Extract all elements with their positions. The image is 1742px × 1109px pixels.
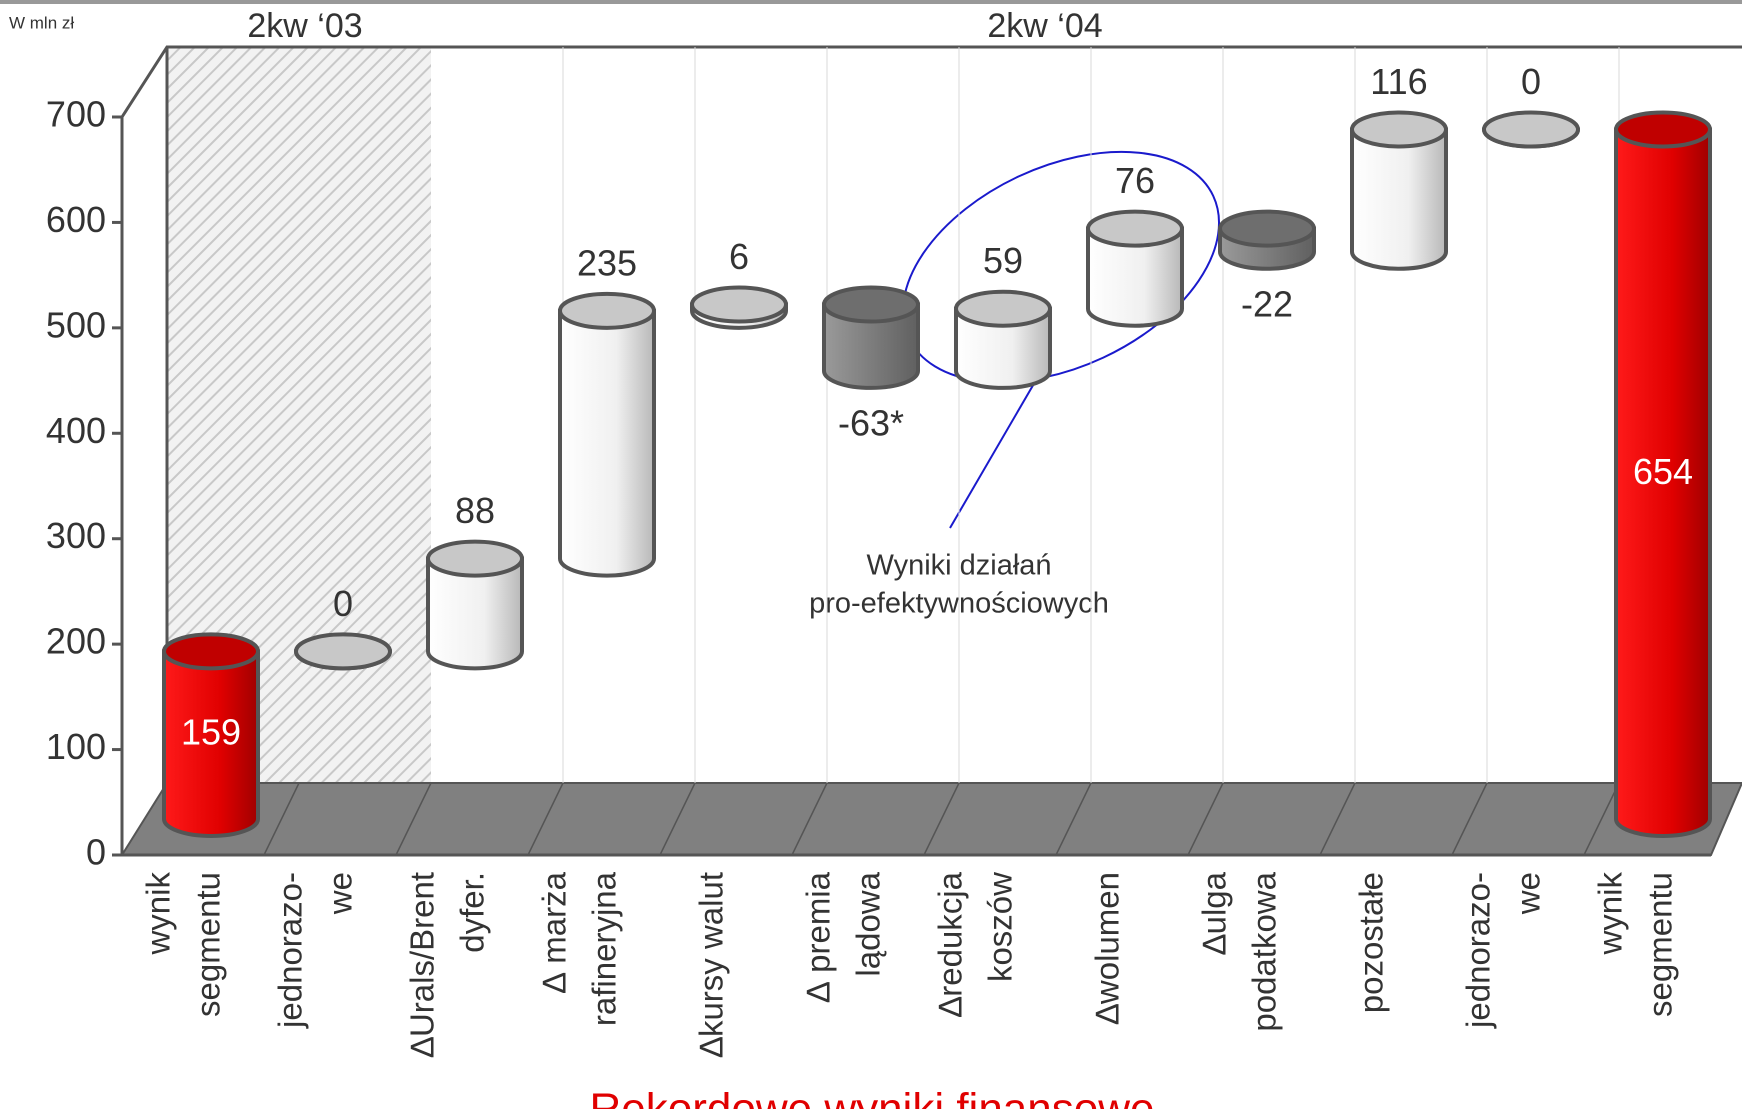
x-tick-label: we	[1510, 872, 1547, 915]
value-label: 0	[333, 583, 353, 624]
cylinder	[1218, 209, 1316, 271]
x-tick-label: koszów	[982, 872, 1019, 982]
x-tick-label: ∆ premia	[800, 871, 837, 1002]
cylinder	[1350, 110, 1448, 271]
x-tick-label: pozostałe	[1353, 872, 1390, 1013]
x-tick-label: wynik	[140, 872, 177, 956]
floor-grid-line	[263, 782, 300, 856]
cylinder-top	[426, 539, 524, 578]
value-label: 654	[1633, 451, 1693, 492]
cylinder-top	[1350, 110, 1448, 149]
x-tick-label: jednorazo-	[272, 872, 309, 1029]
annotation-line	[949, 374, 1040, 529]
y-tick-label: 400	[46, 410, 106, 451]
cylinder-body	[822, 302, 920, 390]
cylinder	[1614, 110, 1712, 838]
x-tick-label: podatkowa	[1246, 871, 1283, 1031]
cylinder-top	[1482, 110, 1580, 149]
y-tick-label: 100	[46, 726, 106, 767]
cylinder-top	[294, 632, 392, 671]
floor-grid-line	[791, 782, 828, 856]
floor-grid-line	[1319, 782, 1356, 856]
cylinder	[690, 285, 788, 330]
value-label: 88	[455, 490, 495, 531]
cylinder	[558, 291, 656, 578]
cylinder-body	[1086, 226, 1184, 328]
cylinder-top	[1086, 209, 1184, 248]
x-tick-label: jednorazo-	[1460, 872, 1497, 1029]
x-tick-label: we	[322, 872, 359, 915]
cylinder	[162, 632, 260, 838]
floor-grid-line	[1055, 782, 1092, 856]
cylinder	[954, 289, 1052, 390]
y-tick-label: 500	[46, 304, 106, 345]
cylinder-body	[162, 649, 260, 838]
x-tick-label: ∆ marża	[536, 871, 573, 993]
floor-grid-line	[1583, 782, 1620, 856]
x-tick-label: segmentu	[1642, 872, 1679, 1017]
floor-grid-line	[659, 782, 696, 856]
value-label: 0	[1521, 61, 1541, 102]
x-tick-label: ∆kursy walut	[693, 872, 730, 1057]
x-tick-label: ∆wolumen	[1089, 872, 1126, 1024]
y-tick-label: 200	[46, 621, 106, 662]
value-label: 159	[181, 712, 241, 753]
cylinder	[426, 539, 524, 671]
cylinder	[1481, 110, 1581, 149]
x-tick-label: ∆Urals/Brent	[404, 872, 441, 1057]
floor-grid-line	[395, 782, 432, 856]
cylinder-body	[426, 556, 524, 671]
x-tick-label: ∆redukcja	[932, 871, 969, 1017]
x-tick-label: wynik	[1592, 872, 1629, 956]
value-label: 6	[729, 236, 749, 277]
cylinder-body	[1614, 127, 1712, 838]
chart-title: Rekordowe wyniki finansowe	[590, 1085, 1155, 1109]
x-tick-label: segmentu	[190, 872, 227, 1017]
unit-label: W mln zł	[9, 13, 74, 32]
value-label: 235	[577, 242, 637, 283]
value-label: 76	[1115, 160, 1155, 201]
cylinder-body	[954, 306, 1052, 390]
floor-grid-line	[527, 782, 564, 856]
x-tick-label: lądowa	[850, 871, 887, 976]
floor-grid-line	[1187, 782, 1224, 856]
floor-grid-line	[1451, 782, 1488, 856]
cylinder-top	[162, 632, 260, 671]
cylinder-top	[822, 285, 920, 324]
cylinder-body	[558, 308, 656, 578]
x-tick-label: rafineryjna	[586, 871, 623, 1026]
cylinder-top	[1614, 110, 1712, 149]
cylinder-top	[1218, 209, 1316, 248]
cylinder	[822, 285, 920, 390]
floor	[120, 782, 1742, 856]
x-tick-label: dyfer.	[454, 872, 491, 953]
cylinder-top	[558, 291, 656, 330]
value-label: -22	[1241, 283, 1293, 324]
y-tick-label: 0	[86, 832, 106, 873]
cylinder-top	[690, 285, 788, 324]
x-tick-label: ∆ulga	[1196, 871, 1233, 954]
cylinder	[1086, 209, 1184, 328]
y-tick-label: 700	[46, 94, 106, 135]
y-tick-label: 600	[46, 199, 106, 240]
period-label: 2kw ‘03	[247, 7, 362, 45]
annotation-ellipse	[901, 150, 1221, 384]
floor-grid-line	[923, 782, 960, 856]
cylinder	[293, 632, 393, 671]
cylinder-body	[1350, 127, 1448, 271]
value-label: 59	[983, 240, 1023, 281]
value-label: -63*	[838, 402, 904, 443]
cylinder-top	[954, 289, 1052, 328]
y-tick-label: 300	[46, 515, 106, 556]
value-label: 116	[1370, 61, 1427, 102]
period-label: 2kw ‘04	[987, 7, 1102, 45]
